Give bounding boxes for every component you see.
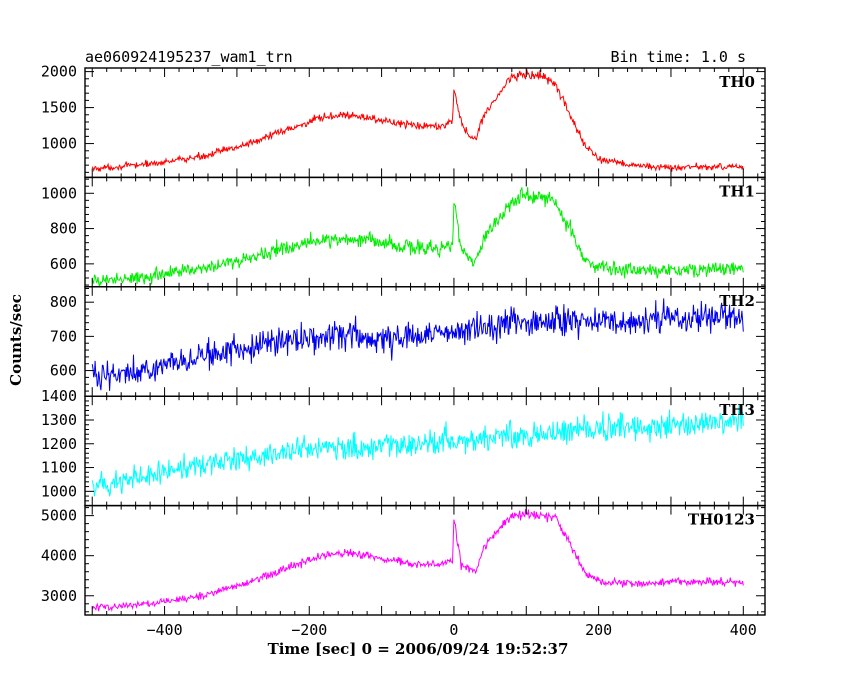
panel-label: TH2 [719, 292, 755, 310]
bin-time-label: Bin time: 1.0 s [611, 48, 746, 66]
y-tick-label: 5000 [41, 507, 77, 525]
panel-frame [84, 395, 766, 507]
series-th3 [91, 405, 744, 497]
y-tick-label: 600 [50, 255, 77, 273]
series-th1 [91, 186, 744, 287]
y-tick-label: 1500 [41, 99, 77, 117]
y-tick-label: 2000 [41, 63, 77, 81]
y-tick-label: 800 [50, 293, 77, 311]
panel-label: TH0 [719, 73, 755, 91]
y-tick-label: 600 [50, 362, 77, 380]
panel-th3: 1000 1100 1200 1300 1400 TH3 [41, 387, 766, 507]
x-axis-label: Time [sec] 0 = 2006/09/24 19:52:37 [268, 640, 569, 658]
y-tick-label: 3000 [41, 587, 77, 605]
x-tick-label: 400 [730, 621, 757, 639]
panel-label: TH1 [719, 182, 755, 200]
panel-th1: 600 800 1000 TH1 [41, 176, 766, 288]
y-tick-label: 1000 [41, 482, 77, 500]
y-tick-label: 4000 [41, 547, 77, 565]
y-tick-label: 800 [50, 220, 77, 238]
y-tick-label: 1000 [41, 135, 77, 153]
y-tick-label: 1300 [41, 411, 77, 429]
x-tick-label: −200 [291, 621, 327, 639]
x-tick-label: 200 [585, 621, 612, 639]
x-tick-label: −400 [147, 621, 183, 639]
y-tick-label: 1000 [41, 184, 77, 202]
panel-frame [84, 504, 766, 616]
x-tick-label: 0 [449, 621, 458, 639]
panel-th0: 1000 1500 2000 TH0 [41, 63, 766, 179]
series-th0 [91, 68, 744, 173]
y-tick-label: 1200 [41, 435, 77, 453]
panel-label: TH0123 [688, 511, 755, 529]
panel-th2: 600 700 800 TH2 [50, 286, 766, 397]
y-axis-label: Counts/sec [7, 294, 25, 386]
panel-th0123: 3000 4000 5000 TH0123 [41, 504, 766, 616]
y-tick-label: 1400 [41, 387, 77, 405]
chart-title: ae060924195237_wam1_trn [85, 48, 293, 66]
series-th2 [91, 298, 744, 391]
y-tick-label: 1100 [41, 459, 77, 477]
y-tick-label: 700 [50, 327, 77, 345]
panel-label: TH3 [719, 401, 755, 419]
series-th0123 [91, 508, 744, 612]
